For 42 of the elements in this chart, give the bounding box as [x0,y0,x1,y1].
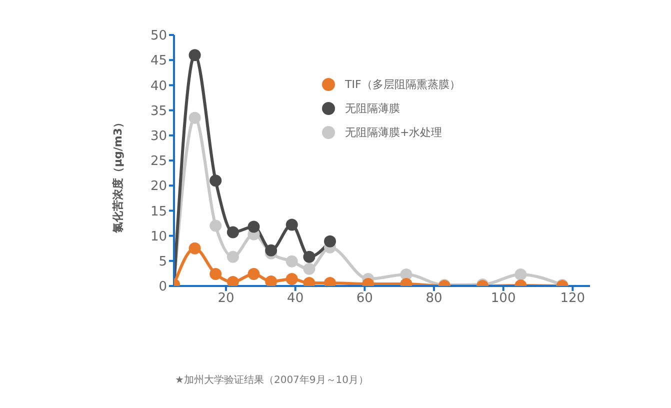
point [303,262,316,275]
y-tick-label: 15 [150,204,167,220]
point [248,220,260,233]
x-tick-label: 20 [218,291,234,306]
point [188,112,201,124]
point [226,250,239,263]
point [210,174,222,187]
point [265,275,278,286]
y-tick-label: 5 [158,254,167,270]
y-tick-label: 50 [150,28,167,44]
y-tick-label: 45 [150,54,167,69]
point [210,220,222,232]
point [210,268,222,280]
y-axis-title: 氯化苦浓度（μg/m3） [110,116,126,234]
y-tick-label: 40 [150,78,167,94]
y-tick-label: 20 [150,179,167,194]
x-tick-label: 100 [490,291,516,306]
point [188,242,201,254]
point [286,255,298,268]
x-tick-label: 80 [426,291,442,306]
legend-label: 无阻隔薄膜 [345,100,400,116]
point [514,268,527,280]
y-tick-label: 25 [150,154,167,170]
point [226,226,239,238]
point [188,49,201,62]
y-tick-label: 0 [158,280,167,295]
legend-label: TIF（多层阻隔熏蒸膜） [345,76,460,92]
y-tick-label: 10 [150,229,167,244]
point [324,235,336,248]
point [248,268,260,280]
text: ★加州大学验证结果（2007年9月～10月） [175,374,369,387]
legend-label: 无阻隔薄膜+水处理 [345,124,442,140]
point [265,244,278,256]
y-tick-label: 35 [150,104,167,119]
y-tick-label: 30 [150,129,167,144]
point [226,276,239,286]
x-tick-label: 60 [356,291,373,306]
x-tick-label: 120 [560,291,586,306]
point [286,218,298,231]
point [303,250,316,263]
x-tick-label: 40 [287,291,304,306]
point [286,272,298,285]
